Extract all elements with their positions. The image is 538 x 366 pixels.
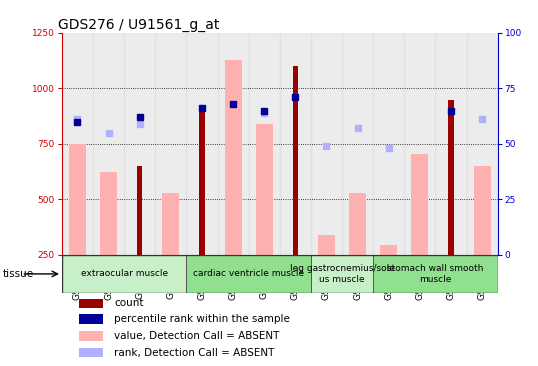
Text: tissue: tissue xyxy=(3,269,34,279)
Bar xyxy=(318,235,335,255)
Bar xyxy=(93,33,124,255)
Bar xyxy=(162,193,179,255)
Bar xyxy=(186,33,217,255)
Bar xyxy=(466,33,498,255)
Bar xyxy=(137,166,143,255)
Bar xyxy=(79,331,103,341)
Bar xyxy=(349,193,366,255)
Bar xyxy=(249,33,280,255)
Text: stomach wall smooth
muscle: stomach wall smooth muscle xyxy=(387,264,484,284)
Bar xyxy=(217,33,249,255)
Bar xyxy=(124,33,155,255)
Bar xyxy=(473,166,491,255)
Bar xyxy=(79,348,103,358)
Bar xyxy=(62,255,186,293)
Bar xyxy=(186,255,311,293)
Bar xyxy=(404,33,435,255)
Bar xyxy=(100,172,117,255)
Text: leg gastrocnemius/sole
us muscle: leg gastrocnemius/sole us muscle xyxy=(289,264,394,284)
Bar xyxy=(256,124,273,255)
Bar xyxy=(155,33,186,255)
Text: cardiac ventricle muscle: cardiac ventricle muscle xyxy=(193,269,304,279)
Bar xyxy=(373,33,404,255)
Bar xyxy=(373,255,498,293)
Bar xyxy=(435,33,466,255)
Text: value, Detection Call = ABSENT: value, Detection Call = ABSENT xyxy=(114,331,280,341)
Bar xyxy=(62,33,93,255)
Bar xyxy=(380,245,397,255)
Bar xyxy=(79,314,103,324)
Bar xyxy=(311,255,373,293)
Text: extraocular muscle: extraocular muscle xyxy=(81,269,168,279)
Text: percentile rank within the sample: percentile rank within the sample xyxy=(114,314,290,324)
Text: GDS276 / U91561_g_at: GDS276 / U91561_g_at xyxy=(58,18,219,32)
Bar xyxy=(293,66,298,255)
Bar xyxy=(280,33,311,255)
Bar xyxy=(79,299,103,308)
Bar xyxy=(411,154,428,255)
Text: count: count xyxy=(114,298,144,309)
Bar xyxy=(69,144,86,255)
Bar xyxy=(199,106,205,255)
Bar xyxy=(342,33,373,255)
Bar xyxy=(311,33,342,255)
Bar xyxy=(224,60,242,255)
Bar xyxy=(448,100,454,255)
Text: rank, Detection Call = ABSENT: rank, Detection Call = ABSENT xyxy=(114,348,274,358)
